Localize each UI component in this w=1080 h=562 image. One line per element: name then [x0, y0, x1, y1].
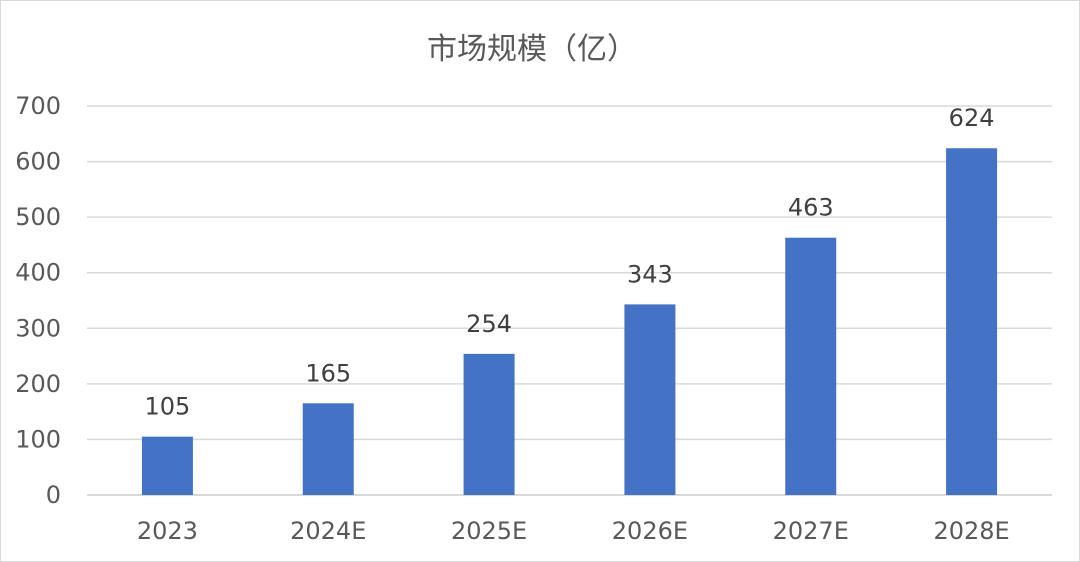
data-label: 343: [627, 260, 673, 288]
bar: [946, 148, 998, 495]
x-tick-label: 2023: [137, 517, 198, 545]
data-label: 254: [466, 310, 512, 338]
x-tick-label: 2024E: [290, 517, 366, 545]
y-tick-label: 100: [15, 425, 61, 453]
x-tick-label: 2026E: [612, 517, 688, 545]
y-axis-tick-labels: 0 100 200 300 400 500 600 700: [15, 92, 61, 509]
bar: [463, 353, 515, 495]
data-label: 105: [145, 393, 191, 421]
x-tick-label: 2027E: [773, 517, 849, 545]
y-tick-label: 200: [15, 370, 61, 398]
data-label: 463: [788, 194, 834, 222]
x-axis-tick-labels: 2023 2024E 2025E 2026E 2027E 2028E: [137, 517, 1010, 545]
data-labels: 105 165 254 343 463 624: [145, 104, 995, 420]
bar: [141, 436, 193, 495]
bar: [302, 403, 354, 495]
y-tick-label: 0: [46, 481, 61, 509]
x-tick-label: 2025E: [451, 517, 527, 545]
data-label: 624: [949, 104, 995, 132]
chart-title: 市场规模（亿）: [427, 32, 637, 67]
y-tick-label: 500: [15, 203, 61, 231]
y-tick-label: 300: [15, 314, 61, 342]
bars: [141, 148, 998, 495]
bar: [624, 304, 676, 495]
y-tick-label: 700: [15, 92, 61, 120]
y-tick-label: 400: [15, 259, 61, 287]
y-tick-label: 600: [15, 148, 61, 176]
data-label: 165: [305, 359, 351, 387]
gridlines: [87, 105, 1052, 496]
x-tick-label: 2028E: [933, 517, 1009, 545]
bar: [785, 237, 837, 495]
